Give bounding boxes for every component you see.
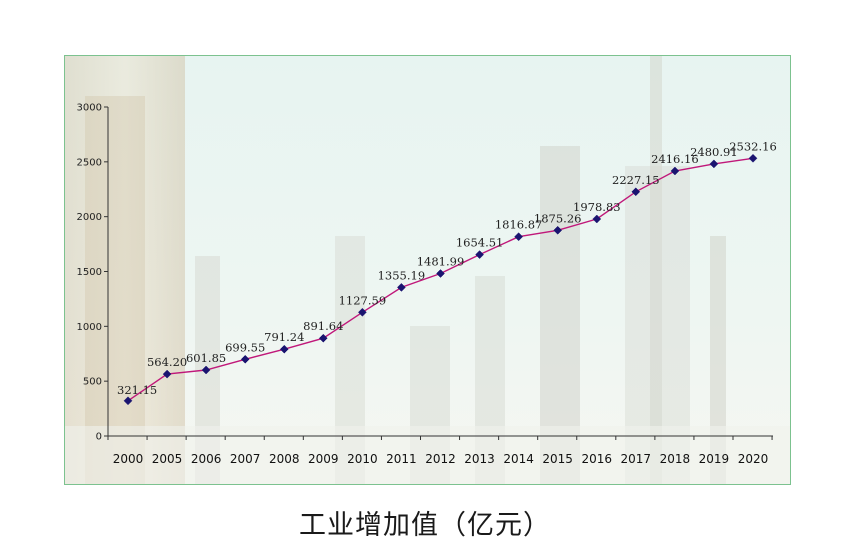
data-point-marker: [514, 232, 523, 242]
data-point-marker: [436, 269, 445, 278]
data-label: 2532.16: [729, 139, 777, 153]
x-tick-label: 2008: [269, 452, 300, 466]
x-tick-label: 2017: [621, 452, 652, 466]
y-tick-label: 1500: [77, 267, 102, 278]
data-label: 321.15: [117, 383, 157, 397]
data-point-marker: [592, 214, 602, 224]
data-label: 1978.83: [573, 200, 621, 214]
data-label: 791.24: [264, 330, 304, 344]
data-point-marker: [358, 307, 367, 317]
y-tick-label: 3000: [77, 103, 102, 114]
data-point-marker: [201, 365, 211, 375]
x-tick-label: 2010: [347, 452, 378, 466]
x-tick-label: 2009: [308, 452, 339, 466]
x-tick-label: 2011: [386, 452, 417, 466]
x-tick-label: 2006: [191, 452, 222, 466]
data-label: 699.55: [225, 340, 265, 354]
y-tick-label: 2500: [77, 157, 102, 168]
data-point-marker: [240, 354, 250, 364]
data-label: 564.20: [147, 355, 187, 369]
x-tick-label: 2019: [699, 452, 730, 466]
data-point-marker: [279, 344, 289, 354]
data-point-marker: [123, 396, 133, 406]
data-label: 601.85: [186, 351, 226, 365]
y-tick-label: 2000: [77, 212, 102, 223]
data-label: 2416.16: [651, 152, 699, 166]
y-tick-label: 1000: [77, 322, 102, 333]
data-point-marker: [553, 225, 563, 235]
y-tick-label: 0: [96, 432, 102, 443]
data-label: 1816.87: [495, 218, 543, 232]
y-tick-label: 500: [83, 377, 102, 388]
data-point-marker: [475, 250, 484, 259]
x-tick-label: 2005: [152, 452, 183, 466]
data-label: 1481.99: [417, 255, 465, 269]
data-label: 1654.51: [456, 236, 504, 250]
data-point-marker: [631, 187, 641, 197]
x-tick-label: 2000: [113, 452, 144, 466]
data-label: 1875.26: [534, 211, 582, 225]
chart-panel: 0 500 1000 1500 2000 2500 3000 2000 2005 2006 2007…: [64, 55, 791, 485]
x-tick-label: 2014: [503, 452, 534, 466]
data-point-marker: [162, 369, 172, 379]
data-label: 2227.15: [612, 173, 660, 187]
data-point-marker: [670, 166, 680, 176]
data-point-marker: [748, 153, 758, 163]
x-tick-label: 2015: [542, 452, 573, 466]
x-tick-label: 2018: [660, 452, 691, 466]
data-label: 1355.19: [378, 268, 426, 282]
chart-caption: 工业增加值（亿元）: [299, 510, 551, 541]
data-label: 2480.91: [690, 145, 738, 159]
line-chart: 0 500 1000 1500 2000 2500 3000 2000 2005 2006 2007…: [65, 56, 790, 484]
background-image: [65, 56, 790, 484]
data-point-marker: [318, 333, 328, 343]
x-tick-label: 2016: [581, 452, 612, 466]
x-tick-label: 2013: [464, 452, 495, 466]
data-label: 1127.59: [339, 293, 387, 307]
data-label: 891.64: [303, 319, 343, 333]
x-tick-label: 2007: [230, 452, 261, 466]
data-point-marker: [397, 283, 406, 292]
data-point-marker: [709, 159, 719, 169]
x-tick-label: 2020: [738, 452, 769, 466]
x-tick-label: 2012: [425, 452, 456, 466]
